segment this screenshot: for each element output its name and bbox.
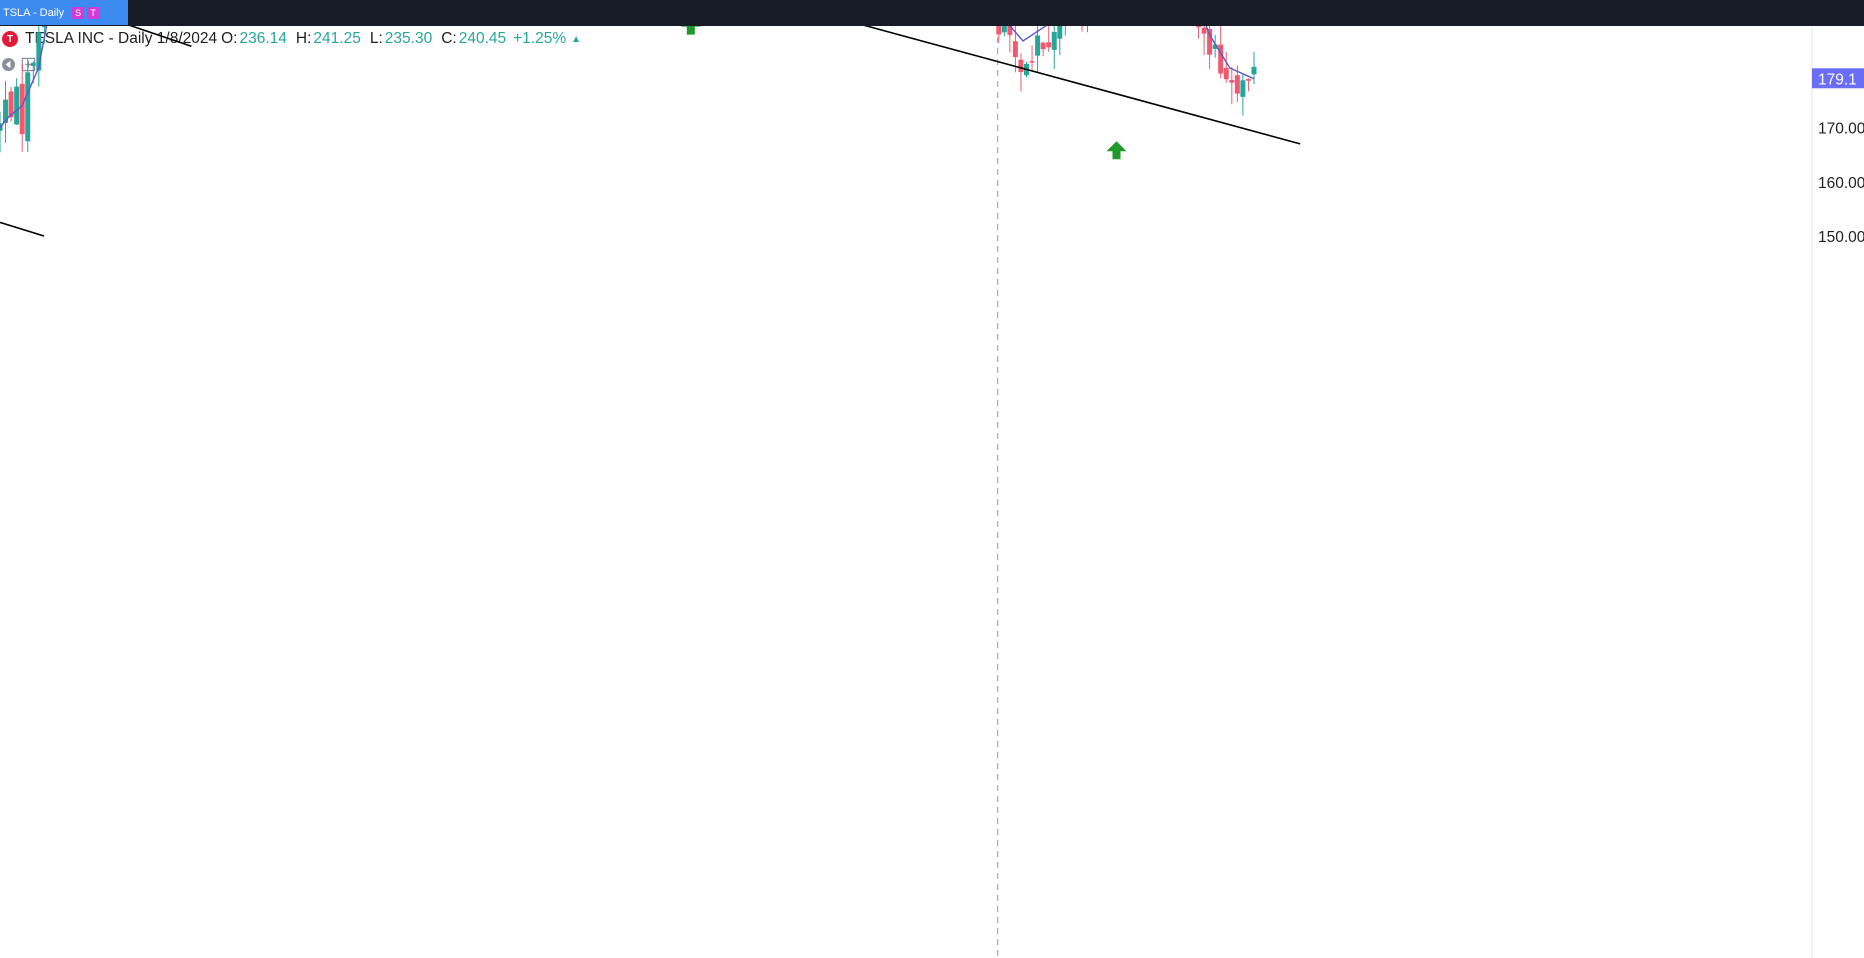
y-axis-tick-label: 170.00	[1818, 121, 1864, 138]
candle-body[interactable]	[1057, 26, 1063, 39]
candle-body[interactable]	[1040, 42, 1046, 50]
candle-body[interactable]	[1035, 35, 1041, 56]
candle-body[interactable]	[41, 26, 47, 28]
back-arrow-icon[interactable]	[1, 57, 16, 72]
trendline-left-bottom[interactable]	[0, 221, 45, 237]
last-price-tag	[1812, 68, 1864, 89]
candle-body[interactable]	[8, 91, 14, 118]
trendline-lower-channel[interactable]	[304, 26, 1301, 145]
candle-body[interactable]	[1207, 29, 1213, 55]
tab-badge-t[interactable]: T	[87, 6, 100, 19]
tab-badge-s[interactable]: S	[72, 6, 85, 19]
moving-average-line	[0, 26, 1255, 129]
tesla-logo-icon: T	[2, 31, 18, 47]
chart-legend: T TESLA INC - Daily 1/8/2024 O: 236.14 H:…	[0, 28, 581, 50]
candle-body[interactable]	[1029, 61, 1035, 63]
candle-body[interactable]	[1218, 44, 1224, 74]
price-chart[interactable]: 150.00160.00170.00180.00190.00200.00210.…	[0, 26, 1864, 958]
legend-high-value: 241.25	[313, 30, 361, 47]
buy-arrow-icon[interactable]	[680, 26, 701, 35]
legend-symbol-title[interactable]: TESLA INC - Daily 1/8/2024	[25, 30, 218, 47]
legend-close-value: 240.45	[458, 30, 507, 47]
candle-body[interactable]	[36, 32, 42, 71]
buy-arrow-icon[interactable]	[1106, 141, 1127, 160]
candle-body[interactable]	[1012, 41, 1018, 58]
window-top-bar: TSLA - Daily S T	[0, 0, 1864, 26]
candle-body[interactable]	[996, 26, 1002, 35]
candle-body[interactable]	[1051, 31, 1057, 50]
candle-body[interactable]	[3, 99, 9, 123]
legend-low-label: L:	[369, 30, 383, 47]
trendline-left-short[interactable]	[0, 26, 192, 48]
candle-body[interactable]	[1234, 75, 1240, 94]
y-axis-tick-label: 160.00	[1818, 175, 1864, 192]
y-axis-tick-label: 150.00	[1818, 229, 1864, 246]
legend-open-value: 236.14	[239, 30, 287, 47]
legend-change-value: +1.25%	[513, 30, 567, 47]
chart-tab[interactable]: TSLA - Daily S T	[0, 0, 128, 25]
candle-body[interactable]	[1196, 26, 1202, 28]
legend-low-value: 235.30	[384, 30, 433, 47]
candle-body[interactable]	[1245, 79, 1251, 81]
candle-body[interactable]	[1018, 59, 1024, 73]
candle-body[interactable]	[1001, 26, 1007, 33]
last-price-label: 179.1	[1818, 71, 1857, 88]
candle-body[interactable]	[1229, 80, 1235, 83]
y-axis-tick-label: 190.00	[1818, 26, 1864, 29]
candle-body[interactable]	[30, 62, 36, 66]
up-triangle-icon: ▲	[571, 33, 582, 45]
legend-close-label: C:	[441, 30, 457, 47]
legend-open-label: O:	[221, 30, 238, 47]
candle-body[interactable]	[1046, 42, 1052, 48]
candle-body[interactable]	[1251, 66, 1257, 75]
candle-body[interactable]	[1007, 26, 1013, 35]
legend-high-label: H:	[295, 30, 312, 47]
candle-body[interactable]	[25, 72, 31, 142]
candle-body[interactable]	[1201, 27, 1207, 34]
candle-body[interactable]	[1223, 68, 1229, 80]
candle-body[interactable]	[1240, 80, 1246, 97]
candle-body[interactable]	[1212, 44, 1218, 49]
candle-body[interactable]	[14, 86, 20, 125]
candle-body[interactable]	[19, 83, 25, 135]
tab-label: TSLA - Daily	[3, 6, 65, 19]
